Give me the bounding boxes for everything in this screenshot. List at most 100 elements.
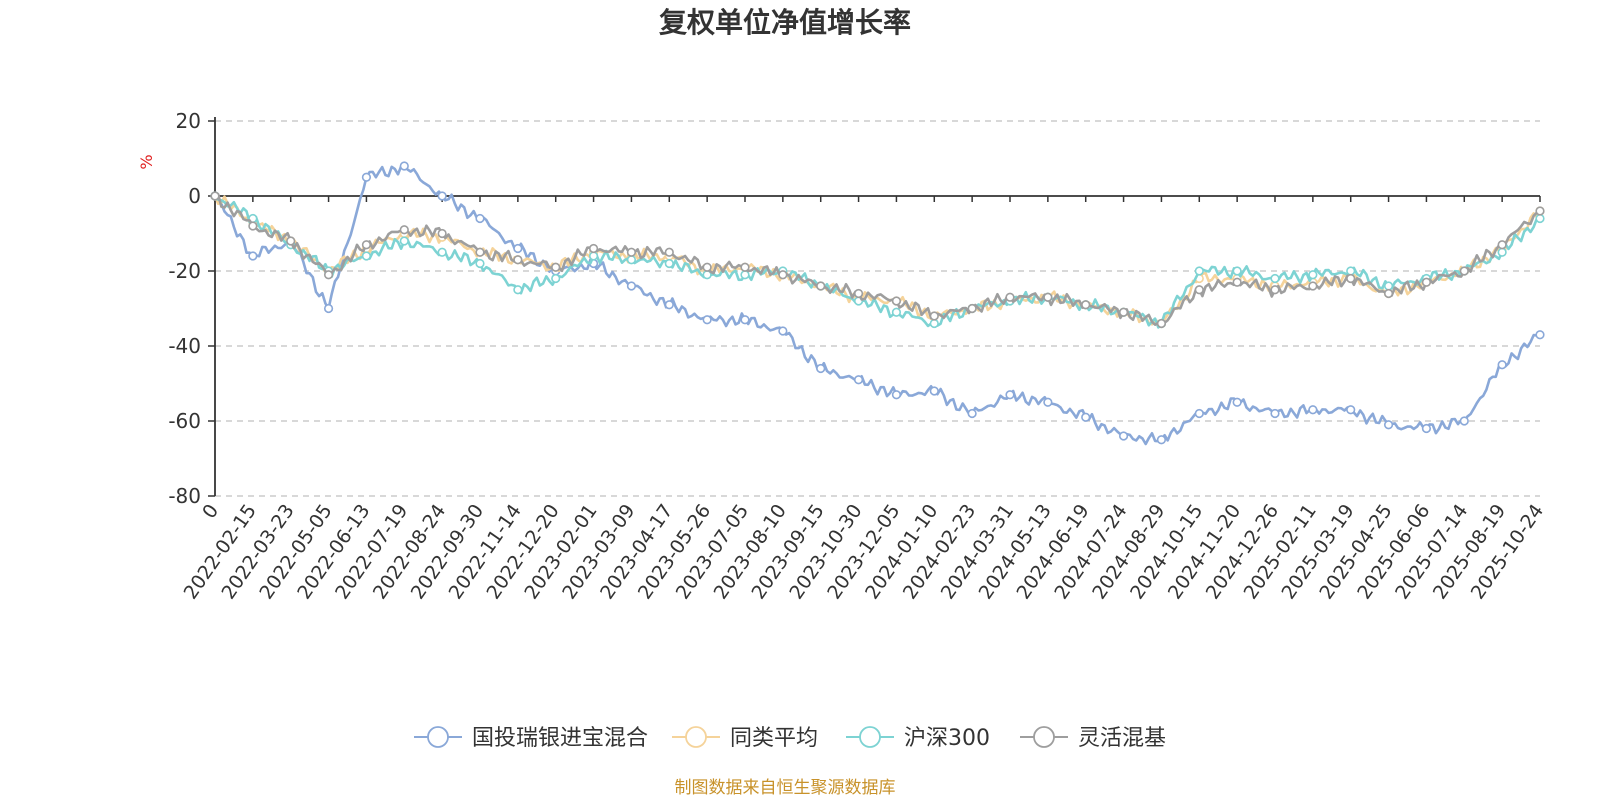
y-tick-label: 20: [176, 109, 201, 133]
series-point: [361, 240, 372, 250]
series-point: [437, 228, 447, 239]
series-point: [1497, 247, 1507, 257]
series-point: [740, 315, 750, 325]
series-point: [513, 243, 523, 254]
series-lines: [210, 161, 1545, 446]
gridlines: [215, 120, 1540, 497]
chart-title: 复权单位净值增长率: [659, 6, 911, 39]
series-point: [437, 247, 447, 257]
series-line: [214, 193, 1541, 326]
series-point: [1081, 300, 1091, 310]
series-point: [853, 288, 864, 299]
series-point: [399, 225, 409, 235]
series-point: [1194, 266, 1204, 276]
series-point: [361, 172, 372, 182]
series-point: [1497, 240, 1507, 250]
series-point: [1270, 273, 1280, 284]
series-point: [891, 307, 902, 317]
legend-marker: [1033, 726, 1055, 748]
series-point: [399, 236, 409, 246]
series-point: [1081, 412, 1091, 422]
series-point: [664, 247, 674, 257]
series-point: [1156, 435, 1167, 445]
series-point: [1459, 416, 1469, 426]
series-point: [1346, 273, 1356, 284]
series-point: [1383, 420, 1394, 430]
series-point: [929, 318, 939, 329]
series-point: [626, 247, 637, 257]
series-point: [475, 213, 485, 224]
series-point: [1232, 397, 1242, 407]
series-point: [664, 300, 674, 310]
series-point: [1535, 330, 1545, 340]
y-tick-label: 0: [188, 184, 201, 208]
series-point: [1421, 277, 1432, 287]
legend-marker: [859, 726, 881, 748]
series-point: [1005, 390, 1015, 400]
series-point: [929, 386, 939, 396]
series-point: [778, 270, 788, 280]
series-point: [853, 375, 864, 385]
series-point: [1308, 281, 1318, 291]
data-source-note: 制图数据来自恒生聚源数据库: [675, 778, 896, 798]
series-point: [475, 258, 485, 269]
series-point: [588, 243, 599, 254]
series-point: [286, 236, 296, 246]
series-point: [626, 255, 637, 265]
series-point: [816, 281, 826, 291]
series-point: [399, 161, 409, 171]
x-tick-label: 0: [198, 500, 223, 523]
series-point: [210, 191, 220, 201]
series-point: [1270, 408, 1280, 419]
series-point: [513, 285, 523, 295]
y-axis-unit: %: [137, 154, 156, 169]
series-point: [1232, 266, 1242, 276]
series-point: [248, 221, 258, 231]
legend-label: 国投瑞银进宝混合: [472, 726, 648, 751]
series-point: [588, 251, 599, 261]
y-tick-label: -60: [168, 409, 201, 433]
series-point: [323, 270, 334, 280]
series-point: [740, 262, 750, 272]
series-point: [891, 390, 902, 400]
series-point: [702, 262, 712, 272]
series-point: [1156, 318, 1167, 329]
series-point: [1308, 270, 1318, 280]
series-point: [1270, 285, 1280, 295]
series-point: [323, 303, 334, 314]
series-point: [1535, 206, 1545, 216]
series-point: [1383, 288, 1394, 299]
series-point: [1194, 408, 1204, 419]
series-point: [1232, 277, 1242, 287]
series-point: [626, 281, 637, 291]
y-tick-label: -80: [168, 484, 201, 508]
series-point: [891, 296, 902, 306]
series-point: [1383, 281, 1394, 291]
legend-marker: [685, 726, 707, 748]
series-point: [1043, 397, 1053, 407]
y-tick-label: -40: [168, 334, 201, 358]
series-point: [1118, 307, 1129, 317]
series-point: [1308, 405, 1318, 415]
series-point: [551, 273, 561, 284]
legend-label: 同类平均: [730, 726, 818, 751]
legend-label: 灵活混基: [1078, 726, 1166, 751]
series-line: [214, 164, 1541, 446]
series-point: [702, 315, 712, 325]
axes: 200-20-40-60-8002022-02-152022-03-232022…: [168, 109, 1548, 603]
series-line: [214, 195, 1541, 329]
series-point: [967, 408, 977, 419]
series-point: [1346, 266, 1356, 276]
series-point: [967, 303, 977, 314]
series-point: [437, 191, 447, 201]
series-point: [664, 258, 674, 269]
legend-marker: [427, 726, 449, 748]
series-point: [1421, 423, 1432, 434]
series-point: [361, 251, 372, 261]
series-point: [475, 247, 485, 257]
series-point: [1005, 292, 1015, 302]
series-point: [929, 311, 939, 321]
legend-label: 沪深300: [904, 726, 990, 751]
series-point: [1346, 405, 1356, 415]
